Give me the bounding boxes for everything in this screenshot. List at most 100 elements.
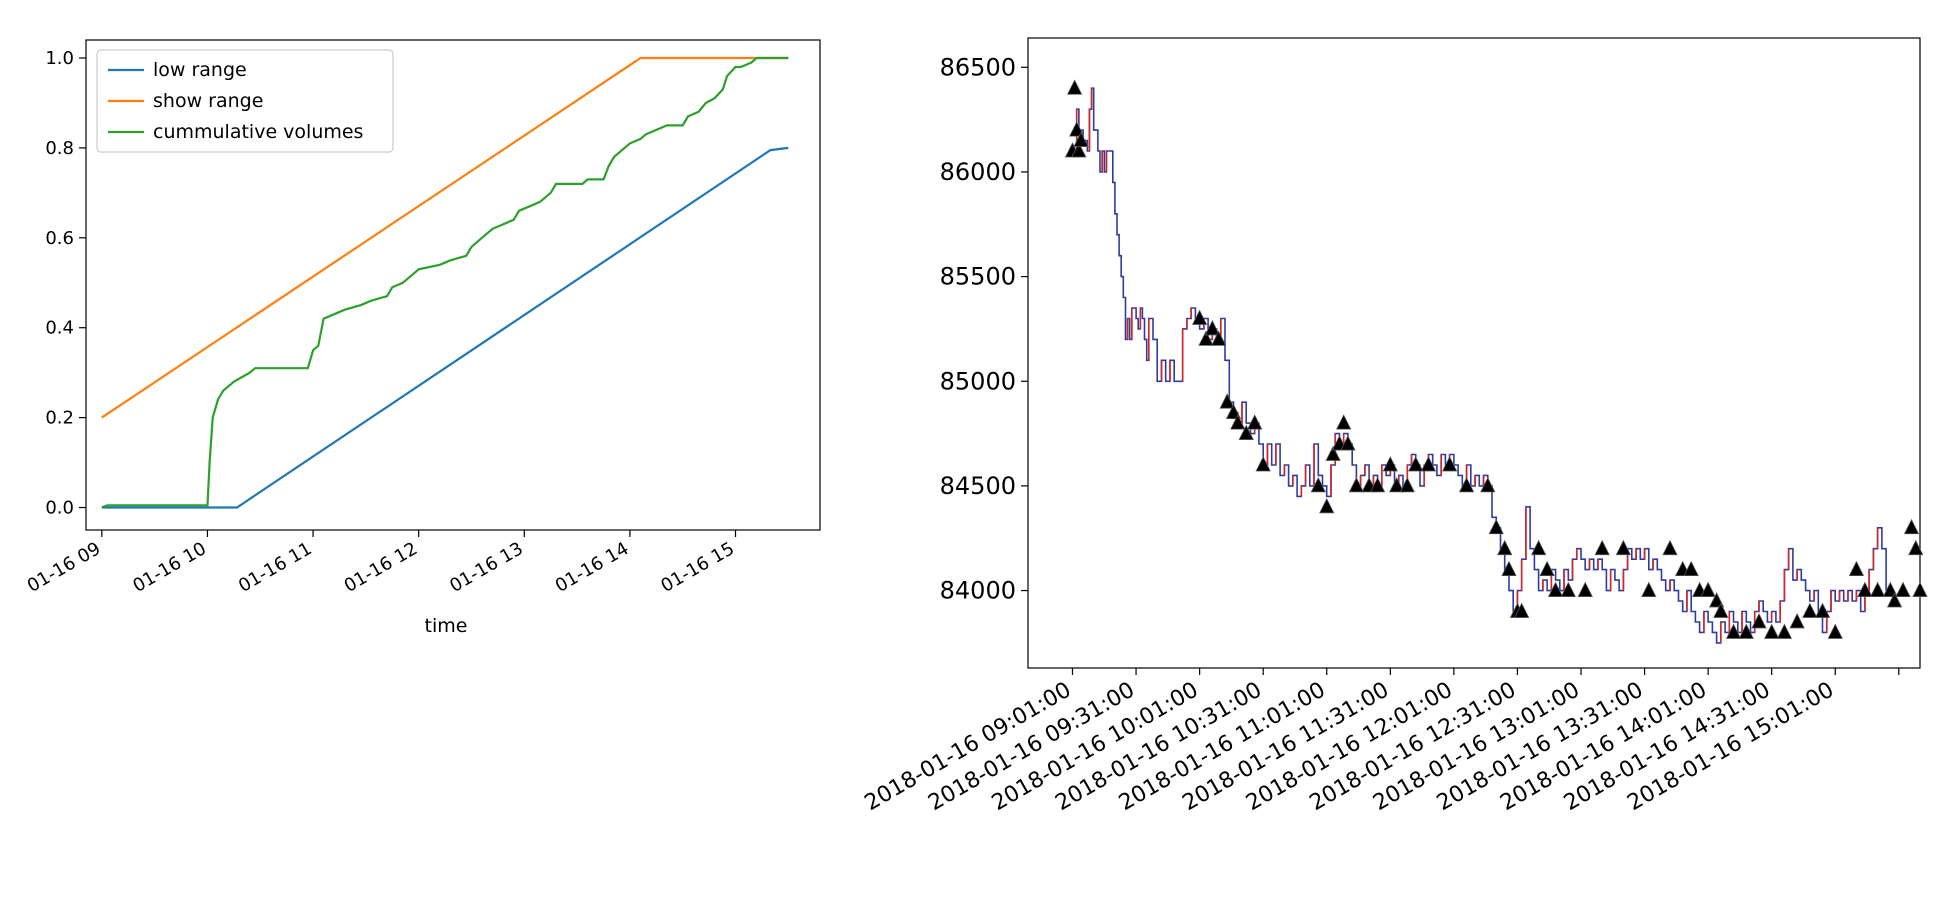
right-triangle-marker: [1886, 592, 1903, 608]
right-triangle-marker: [1539, 560, 1555, 577]
left-y-tick-label: 0.2: [45, 408, 74, 429]
right-triangle-marker: [1577, 581, 1593, 597]
right-triangle-marker: [1340, 435, 1356, 451]
right-triangle-marker: [1488, 518, 1504, 535]
right-series-line-0: [1072, 87, 1887, 644]
left-x-axis-label: time: [425, 615, 468, 637]
right-triangle-marker: [1869, 581, 1886, 597]
left-y-tick-label: 0.8: [45, 138, 74, 159]
right-triangle-marker: [1814, 602, 1831, 618]
left-series-line-1: [101, 56, 789, 419]
right-triangle-marker: [1903, 518, 1920, 535]
left-y-tick-label: 0.6: [45, 228, 74, 249]
right-triangle-marker: [1408, 456, 1424, 472]
left-y-ticks: 0.0 0.2 0.4 0.6 0.8 1.0: [45, 48, 86, 519]
right-triangle-marker: [1776, 623, 1793, 639]
right-triangle-marker: [1219, 393, 1235, 409]
right-triangle-marker: [1848, 560, 1865, 577]
left-legend-label-0: low range: [153, 59, 247, 81]
right-triangle-marker: [1882, 581, 1898, 597]
right-triangle-marker: [1071, 142, 1087, 158]
right-triangle-marker: [1225, 403, 1242, 420]
left-series-line-0: [101, 146, 789, 509]
left-series-line-2: [101, 56, 789, 509]
right-triangle-marker: [1827, 623, 1843, 639]
left-legend-box: [96, 49, 394, 153]
left-x-tick-label: 01-16 09: [24, 538, 105, 597]
right-triangle-marker: [1708, 592, 1725, 608]
right-triangle-marker: [1497, 539, 1513, 556]
right-triangle-marker: [1310, 477, 1326, 493]
right-triangle-marker: [1073, 131, 1089, 147]
right-triangle-marker: [1336, 414, 1352, 430]
left-x-ticks: 01-16 09 01-16 10 01-16 11 01-16 12 01-16 13…: [24, 530, 738, 597]
right-triangle-marker: [1857, 581, 1873, 597]
right-triangle-marker: [1713, 602, 1729, 618]
right-triangle-marker: [1560, 581, 1576, 597]
right-triangle-marker: [1662, 539, 1678, 556]
right-triangle-marker: [1382, 456, 1398, 472]
left-x-tick-label: 01-16 14: [552, 538, 633, 597]
right-triangle-marker: [1389, 477, 1405, 493]
right-triangle-marker: [1594, 539, 1610, 556]
right-triangle-marker: [1198, 330, 1214, 346]
left-y-tick-label: 1.0: [45, 48, 74, 69]
right-marker-group: [1064, 79, 1928, 639]
left-x-tick-label: 01-16 10: [129, 538, 210, 597]
right-y-tick-label: 85000: [940, 367, 1016, 395]
left-y-tick-label: 0.0: [45, 498, 74, 519]
right-y-tick-label: 85500: [940, 263, 1016, 291]
right-triangle-marker: [1615, 539, 1632, 556]
right-triangle-marker: [1895, 581, 1911, 597]
right-axes-frame: [1027, 37, 1921, 669]
right-y-tick-label: 84500: [940, 472, 1016, 500]
right-series-group: [1072, 87, 1887, 644]
left-legend-label-2: cummulative volumes: [153, 121, 363, 143]
right-triangle-marker: [1514, 602, 1530, 618]
right-triangle-marker: [1211, 330, 1227, 346]
right-triangle-marker: [1458, 477, 1475, 493]
right-y-tick-label: 86500: [940, 53, 1016, 81]
left-y-tick-label: 0.4: [45, 318, 74, 339]
right-chart: 84000 84500 85000 85500 86000 86500 2018-01-1…: [861, 37, 1928, 816]
right-triangle-marker: [1764, 623, 1780, 639]
right-triangle-marker: [1530, 539, 1547, 556]
right-triangle-marker: [1641, 581, 1657, 597]
right-triangle-marker: [1547, 581, 1564, 597]
right-triangle-marker: [1066, 79, 1083, 95]
left-legend-label-1: show range: [153, 90, 263, 112]
right-triangle-marker: [1683, 560, 1699, 577]
right-triangle-marker: [1480, 477, 1496, 493]
right-y-tick-label: 84000: [940, 577, 1016, 605]
left-x-tick-label: 01-16 12: [341, 538, 422, 597]
right-triangle-marker: [1319, 497, 1335, 514]
right-triangle-marker: [1399, 477, 1415, 493]
left-x-tick-label: 01-16 13: [446, 538, 527, 597]
right-triangle-marker: [1255, 456, 1271, 472]
left-series-group: [101, 56, 789, 509]
right-triangle-marker: [1441, 456, 1458, 472]
right-triangle-marker: [1738, 623, 1754, 639]
right-triangle-marker: [1912, 581, 1928, 597]
right-triangle-marker: [1802, 602, 1818, 618]
left-legend: low range show range cummulative volumes: [96, 49, 394, 153]
right-triangle-marker: [1325, 445, 1341, 461]
left-plot-area: 0.0 0.2 0.4 0.6 0.8 1.0 01-16 09 01-16 10 01-16…: [24, 39, 821, 637]
right-triangle-marker: [1369, 477, 1386, 493]
right-triangle-marker: [1700, 581, 1716, 597]
right-triangle-marker: [1725, 623, 1742, 639]
right-triangle-marker: [1420, 456, 1437, 472]
right-y-tick-label: 86000: [940, 158, 1016, 186]
right-triangle-marker: [1908, 539, 1924, 556]
right-triangle-marker: [1348, 477, 1365, 493]
left-chart: 0.0 0.2 0.4 0.6 0.8 1.0 01-16 09 01-16 10 01-16…: [24, 39, 821, 637]
right-triangle-marker: [1191, 309, 1208, 325]
right-y-ticks: 84000 84500 85000 85500 86000 86500: [940, 53, 1028, 605]
right-triangle-marker: [1069, 121, 1085, 137]
left-x-tick-label: 01-16 15: [657, 538, 738, 597]
right-triangle-marker: [1230, 414, 1246, 430]
right-triangle-marker: [1247, 414, 1263, 430]
right-triangle-marker: [1789, 613, 1805, 629]
